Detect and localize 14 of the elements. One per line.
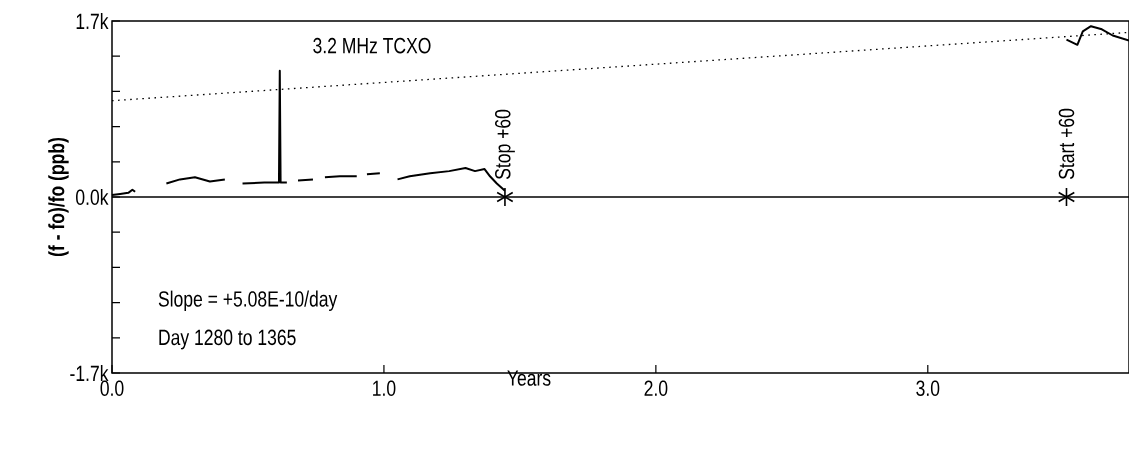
y-tick-label: -1.7k — [70, 365, 109, 381]
x-tick-label: 1.0 — [373, 380, 396, 397]
x-axis-title: Years — [507, 370, 551, 386]
x-tick-label: 2.0 — [644, 380, 668, 397]
annotation: Stop +60 — [495, 109, 515, 179]
annotation: 3.2 MHz TCXO — [313, 37, 431, 54]
y-tick-label: 0.0k — [76, 188, 109, 206]
annotation: Day 1280 to 1365 — [159, 329, 296, 350]
x-tick-label: 3.0 — [916, 380, 940, 397]
annotation: Start +60 — [1058, 108, 1075, 179]
annotation: Slope = +5.08E-10/day — [158, 290, 338, 312]
y-tick-label: 1.7k — [76, 13, 109, 29]
y-axis-title: (f - fo)/fo (ppb) — [48, 137, 69, 256]
x-tick-label: 0.0 — [100, 380, 124, 397]
